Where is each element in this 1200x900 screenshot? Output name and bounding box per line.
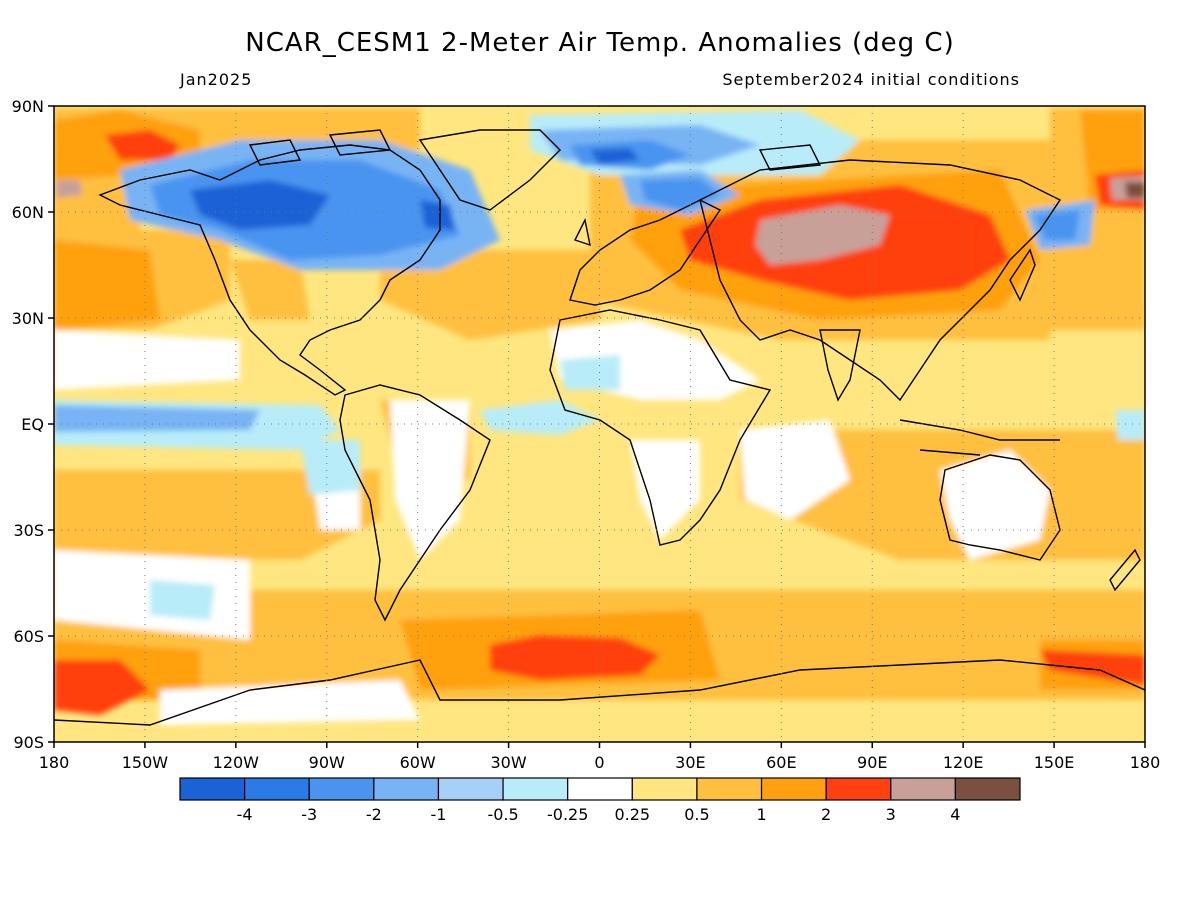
colorbar-swatch [954,777,1021,801]
coastlines [54,129,1145,726]
coastline-new-zealand [1109,548,1141,592]
lon-tick-label: 180 [39,753,70,772]
lon-tick-label: 180 [1130,753,1161,772]
colorbar-label: -2 [366,805,382,824]
coastline-africa [549,309,772,546]
colorbar-label: 1 [756,805,766,824]
colorbar-label: -3 [301,805,317,824]
lon-tick-label: 120E [943,753,984,772]
hot-region [105,130,180,160]
colorbar-label: 0.5 [684,805,709,824]
coldest-region [190,180,330,230]
coastline-australia [939,454,1061,561]
coldest-region [420,200,455,230]
latitude-axis: 90N 60N 30N EQ 30S 60S 90S [12,97,54,752]
lat-tick-label: 60S [13,627,44,646]
colder-region [1035,210,1080,240]
colorbar: -4 -3 -2 -1 -0.5 -0.25 0.25 0.5 1 2 3 4 [179,777,1021,824]
lon-tick-label: 90W [309,753,345,772]
forecast-month: Jan2025 [180,70,253,89]
lon-tick-label: 30E [675,753,705,772]
colorbar-swatch [502,777,569,801]
lat-tick-label: 90S [13,733,44,752]
lat-tick-label: 90N [12,97,44,116]
coastline-japan [1009,248,1036,302]
lon-tick-label: 120W [213,753,260,772]
hot-region [490,635,660,680]
neutral-region [630,440,700,540]
colorbar-swatch [890,777,956,801]
colorbar-swatch [760,777,827,801]
coastline-uk [574,217,591,247]
lon-tick-label: 60W [400,753,436,772]
coastline-india [819,329,861,402]
coastline-europe [569,199,722,306]
neutral-region [390,400,470,560]
colorbar-label: 4 [950,805,960,824]
lat-tick-label: 30N [12,309,44,328]
lon-tick-label: 150W [122,753,169,772]
hot-region [1040,650,1145,685]
colorbar-swatch [373,777,440,801]
neutral-region [940,450,1050,560]
lon-tick-label: 0 [594,753,604,772]
colorbar-swatch [825,777,892,801]
lat-tick-label: EQ [21,415,44,434]
cool-region [1115,410,1145,440]
cool-region [560,355,620,390]
colorbar-label: -0.5 [487,805,518,824]
graticule [54,106,1145,742]
coastline-asia [699,159,1062,402]
colorbar-label: 3 [886,805,896,824]
longitude-axis: 180 150W 120W 90W 60W 30W 0 30E 60E 90E 120E 150E 18… [39,742,1161,772]
colorbar-swatch [696,777,763,801]
cool-region [300,440,360,495]
coastline-south-america [339,384,491,622]
colorbar-swatch [244,777,310,801]
coastline-greenland [418,129,561,211]
colorbar-swatch [179,777,246,801]
lat-tick-label: 30S [13,521,44,540]
coastline-north-america [98,144,441,396]
neutral-region [54,330,240,390]
colorbar-swatch [308,777,375,801]
lon-tick-label: 60E [766,753,796,772]
coastline-antarctica [54,659,1145,726]
anomaly-field [54,106,1145,742]
lat-tick-label: 60N [12,203,44,222]
colorbar-label: -1 [430,805,446,824]
colorbar-label: 2 [821,805,831,824]
colorbar-label: 0.25 [614,805,650,824]
warm-region [230,260,310,320]
initial-conditions: September2024 initial conditions [722,70,1020,89]
neutral-region [160,680,420,725]
cold-region [54,405,260,432]
hot-region [54,660,150,715]
coastline-indonesia [899,419,1060,456]
coastline-arctic-islands [248,129,822,171]
colorbar-label: -0.25 [547,805,588,824]
warm-region [54,470,380,560]
lon-tick-label: 30W [490,753,526,772]
colorbar-label: -4 [237,805,253,824]
warmer-region [54,240,160,330]
very-hot-region [56,180,82,198]
lon-tick-label: 90E [857,753,887,772]
colorbar-swatch [631,777,698,801]
coldest-region [590,148,640,165]
map-title: NCAR_CESM1 2-Meter Air Temp. Anomalies (… [245,28,955,58]
colorbar-swatch [437,777,504,801]
cool-region [480,400,600,435]
cool-region [150,580,215,620]
very-hot-region [755,205,890,265]
lon-tick-label: 150E [1034,753,1075,772]
colorbar-swatch [567,777,633,801]
extreme-region [1125,182,1145,198]
neutral-region [740,420,850,520]
